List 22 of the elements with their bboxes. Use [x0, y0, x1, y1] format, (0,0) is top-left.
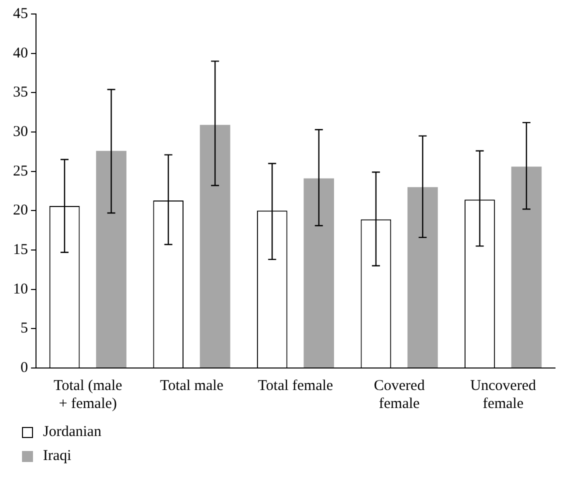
x-tick-label: Uncovered female [470, 378, 536, 412]
bar [304, 178, 334, 368]
legend-label: Iraqi [43, 448, 72, 464]
y-tick-label: 15 [13, 242, 28, 258]
y-tick-label: 10 [13, 281, 28, 298]
x-tick-label: Total male [160, 378, 224, 394]
x-tick-label: Total female [258, 378, 334, 394]
y-tick-label: 35 [13, 84, 28, 101]
y-tick-label: 45 [13, 6, 28, 22]
y-tick-label: 20 [13, 202, 28, 219]
legend-label: Jordanian [43, 424, 102, 440]
bar [200, 124, 230, 368]
bar [96, 150, 126, 368]
y-tick-label: 30 [13, 124, 28, 140]
y-tick-label: 25 [13, 163, 28, 180]
bar [511, 166, 542, 368]
y-tick-label: 5 [20, 320, 28, 337]
x-tick-label: Total (male + female) [54, 378, 122, 412]
x-tick-label: Covered female [374, 378, 426, 412]
y-tick-label: 0 [20, 360, 28, 376]
y-tick-label: 40 [13, 45, 28, 62]
bar [407, 187, 438, 368]
